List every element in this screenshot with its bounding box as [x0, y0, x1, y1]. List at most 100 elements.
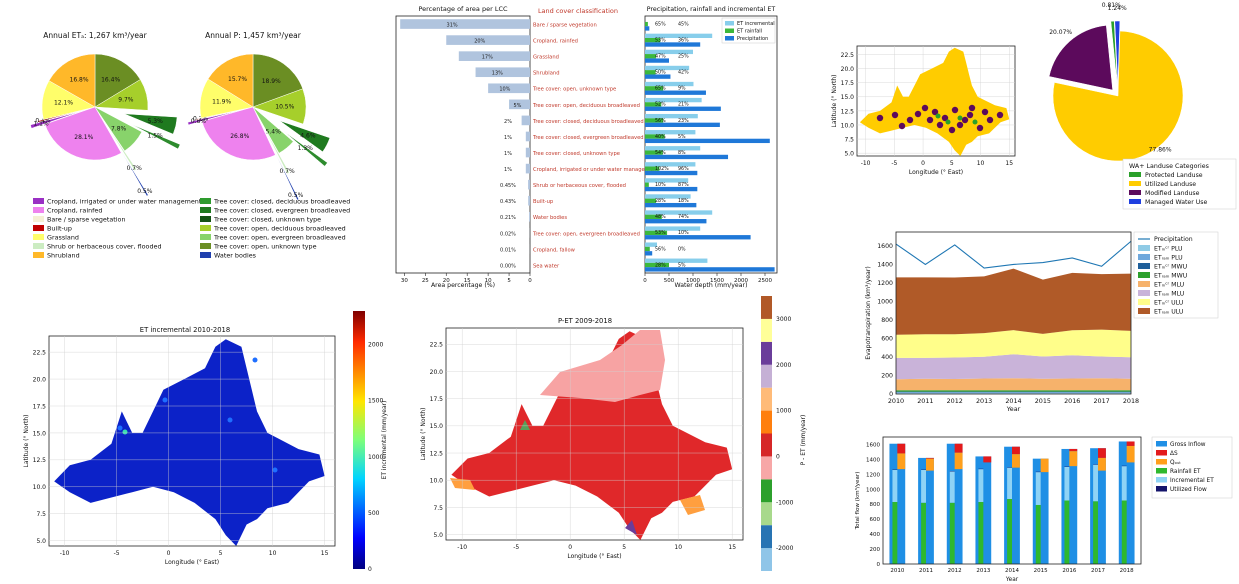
- flow-bar-inner: [949, 502, 955, 564]
- flow-bar-outer: [1012, 454, 1020, 468]
- water-bar: [645, 70, 656, 75]
- flow-ytick-label: 600: [870, 517, 881, 523]
- water-pct-label: 10%: [678, 230, 689, 236]
- pet-colorbar-segment: [761, 433, 772, 457]
- water-bar: [645, 162, 696, 167]
- et-incr-patch: [227, 417, 233, 423]
- flow-xtick-label: 2017: [1091, 568, 1105, 574]
- pie-slice-label: 18.9%: [262, 78, 281, 85]
- area-xtick-label: 2014: [1005, 397, 1021, 405]
- legend-swatch: [33, 216, 44, 222]
- area-legend-label: Precipitation: [1154, 236, 1193, 243]
- flow-ytick-label: 400: [870, 532, 881, 538]
- area-ytick-label: 1600: [877, 243, 893, 250]
- lcc-value-label: 31%: [447, 22, 458, 28]
- lcc-bar: [525, 163, 530, 174]
- landuse-legend-label: Protected Landuse: [1145, 172, 1203, 179]
- map-ytick-label: 5.0: [433, 532, 443, 539]
- water-bar: [645, 202, 697, 208]
- area-legend-label: ETᵣₐᵢₙ MLU: [1154, 291, 1184, 298]
- lcc-bar: [525, 131, 530, 142]
- map-xtick-label: 10: [269, 550, 277, 557]
- area-ytick-label: 600: [881, 336, 893, 343]
- water-bar: [645, 74, 671, 79]
- flow-bar-inner: [1064, 500, 1070, 564]
- flow-ylabel: Total flow (km³/year): [854, 472, 861, 531]
- landuse-protected-patch: [935, 113, 941, 119]
- flow-legend-label: Utilized Flow: [1170, 487, 1207, 493]
- landuse-modified-patch: [926, 116, 934, 124]
- map-xtick-label: 10: [674, 544, 682, 551]
- flow-ytick-label: 1200: [866, 472, 880, 478]
- flow-bar-outer: [954, 452, 963, 470]
- water-legend-swatch: [725, 21, 734, 26]
- area-ytick-label: 200: [881, 373, 893, 380]
- pie-slice-label: 5.4%: [266, 129, 282, 136]
- area-series: [896, 354, 1131, 380]
- flow-legend-swatch: [1156, 468, 1167, 474]
- water-legend-label: ET incremental: [737, 21, 775, 27]
- pie-slice-label: 4.6%: [300, 132, 316, 139]
- flow-legend-label: Gross Inflow: [1170, 442, 1206, 448]
- flow-bar-inner: [949, 471, 955, 503]
- pie-slice-label: 0.5%: [288, 192, 304, 199]
- water-pct-label: 65%: [655, 86, 666, 92]
- pie-slice-label: 0.2%: [193, 116, 209, 123]
- water-bar: [645, 58, 669, 63]
- pie-slice-label: 12.1%: [54, 100, 73, 107]
- flow-bar-inner: [1121, 466, 1127, 501]
- pet-purple-patch: [625, 520, 637, 535]
- landuse-legend-swatch: [1129, 199, 1141, 204]
- et-incr-basin: [54, 339, 325, 546]
- lcc-bar: [528, 195, 530, 206]
- water-bar: [645, 230, 668, 236]
- landuse-modified-patch: [914, 110, 922, 118]
- map-ytick-label: 7.5: [433, 505, 443, 512]
- water-tick-label: 2000: [734, 278, 748, 284]
- lcc-category-label: Grassland: [533, 55, 559, 61]
- legend-swatch: [200, 252, 211, 258]
- landuse-modified-patch: [986, 116, 994, 124]
- flow-xtick-label: 2014: [1005, 568, 1019, 574]
- legend-label: Shrubland: [47, 252, 80, 260]
- area-plot-frame: [895, 231, 1132, 395]
- water-bar: [645, 26, 650, 31]
- map-ytick-label: 10.0: [430, 478, 444, 485]
- lcc-value-label: 0.00%: [500, 263, 516, 269]
- water-pct-label: 40%: [655, 134, 666, 140]
- lcc-value-label: 5%: [513, 103, 521, 109]
- lcc-category-label: Bare / sparse vegetation: [533, 22, 597, 28]
- map-frame: [856, 45, 1016, 157]
- flow-bar-outer: [897, 443, 906, 454]
- area-xtick-label: 2016: [1064, 397, 1080, 405]
- water-pct-label: 10%: [655, 182, 666, 188]
- area-xtick-label: 2011: [917, 397, 933, 405]
- legend-swatch: [200, 243, 211, 249]
- water-bar: [645, 118, 664, 123]
- pet-orange-patch: [450, 478, 475, 490]
- lcc-value-label: 0.21%: [500, 215, 516, 221]
- map-xtick-label: -5: [114, 550, 120, 557]
- area-ytick-label: 1400: [877, 262, 893, 269]
- lcc-bar: [528, 179, 530, 190]
- water-tick-label: 1000: [686, 278, 700, 284]
- flow-bar-outer: [1069, 451, 1078, 467]
- legend-label: Tree cover: closed, deciduous broadleave…: [213, 198, 350, 206]
- pie-slice: [94, 79, 149, 111]
- area-legend-swatch: [1138, 254, 1150, 260]
- water-pct-label: 28%: [655, 262, 666, 268]
- lcc-xlabel: Area percentage (%): [431, 282, 495, 289]
- area-legend-label: ETᵣₐᵢₙ MWU: [1154, 273, 1187, 280]
- pet-colorbar-segment: [761, 410, 772, 434]
- map-ylabel: Latitude (° North): [831, 75, 838, 128]
- pet-colorbar-label: P - ET (mm/year): [800, 415, 807, 466]
- flow-ytick-label: 1400: [866, 457, 880, 463]
- water-pct-label: 56%: [655, 118, 666, 124]
- landuse-modified-patch: [968, 104, 976, 112]
- water-pct-label: 52%: [655, 102, 666, 108]
- flow-bar-inner: [1121, 500, 1127, 564]
- flow-xtick-label: 2016: [1062, 568, 1076, 574]
- area-xtick-label: 2018: [1123, 397, 1139, 405]
- landuse-modified-patch: [921, 104, 929, 112]
- water-pct-label: 25%: [678, 54, 689, 60]
